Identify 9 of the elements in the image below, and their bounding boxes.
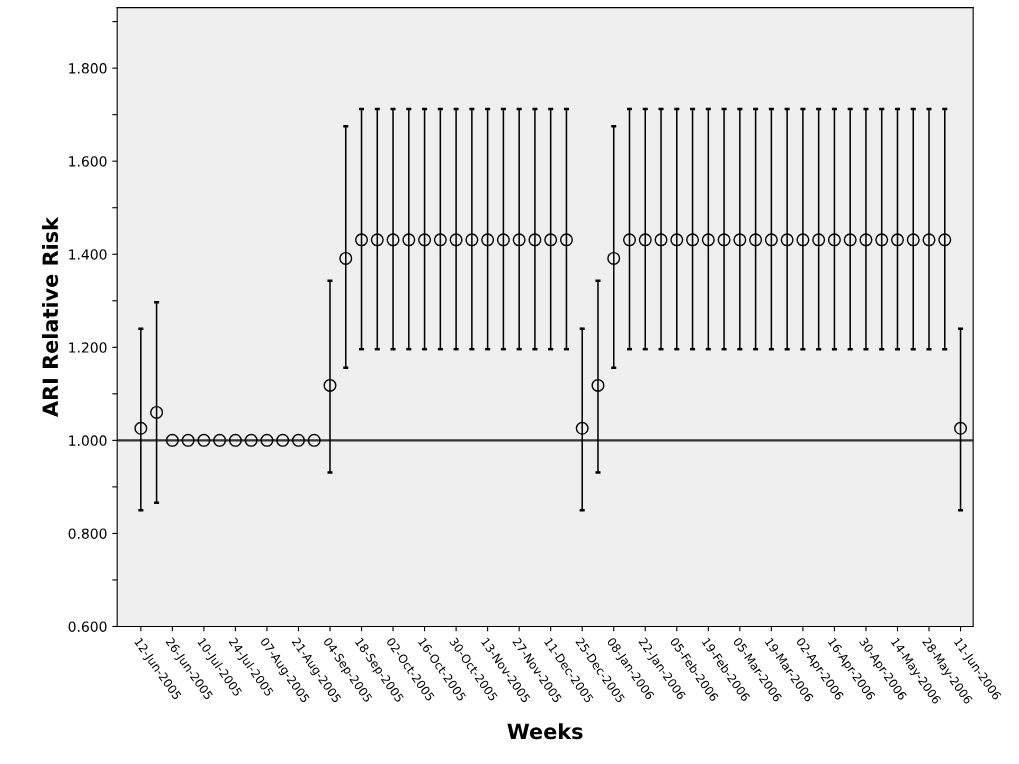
x-axis-title: Weeks	[507, 723, 583, 740]
y-tick-label: 1.000	[69, 435, 107, 446]
y-tick-label: 0.600	[68, 621, 107, 632]
y-tick-label: 0.800	[68, 528, 107, 539]
y-axis-title: ARI Relative Risk	[41, 216, 59, 417]
y-tick-label: 1.800	[69, 63, 107, 74]
y-tick-label: 1.400	[69, 249, 107, 260]
y-tick-label: 1.200	[69, 342, 107, 353]
y-tick-label: 1.600	[69, 156, 107, 167]
